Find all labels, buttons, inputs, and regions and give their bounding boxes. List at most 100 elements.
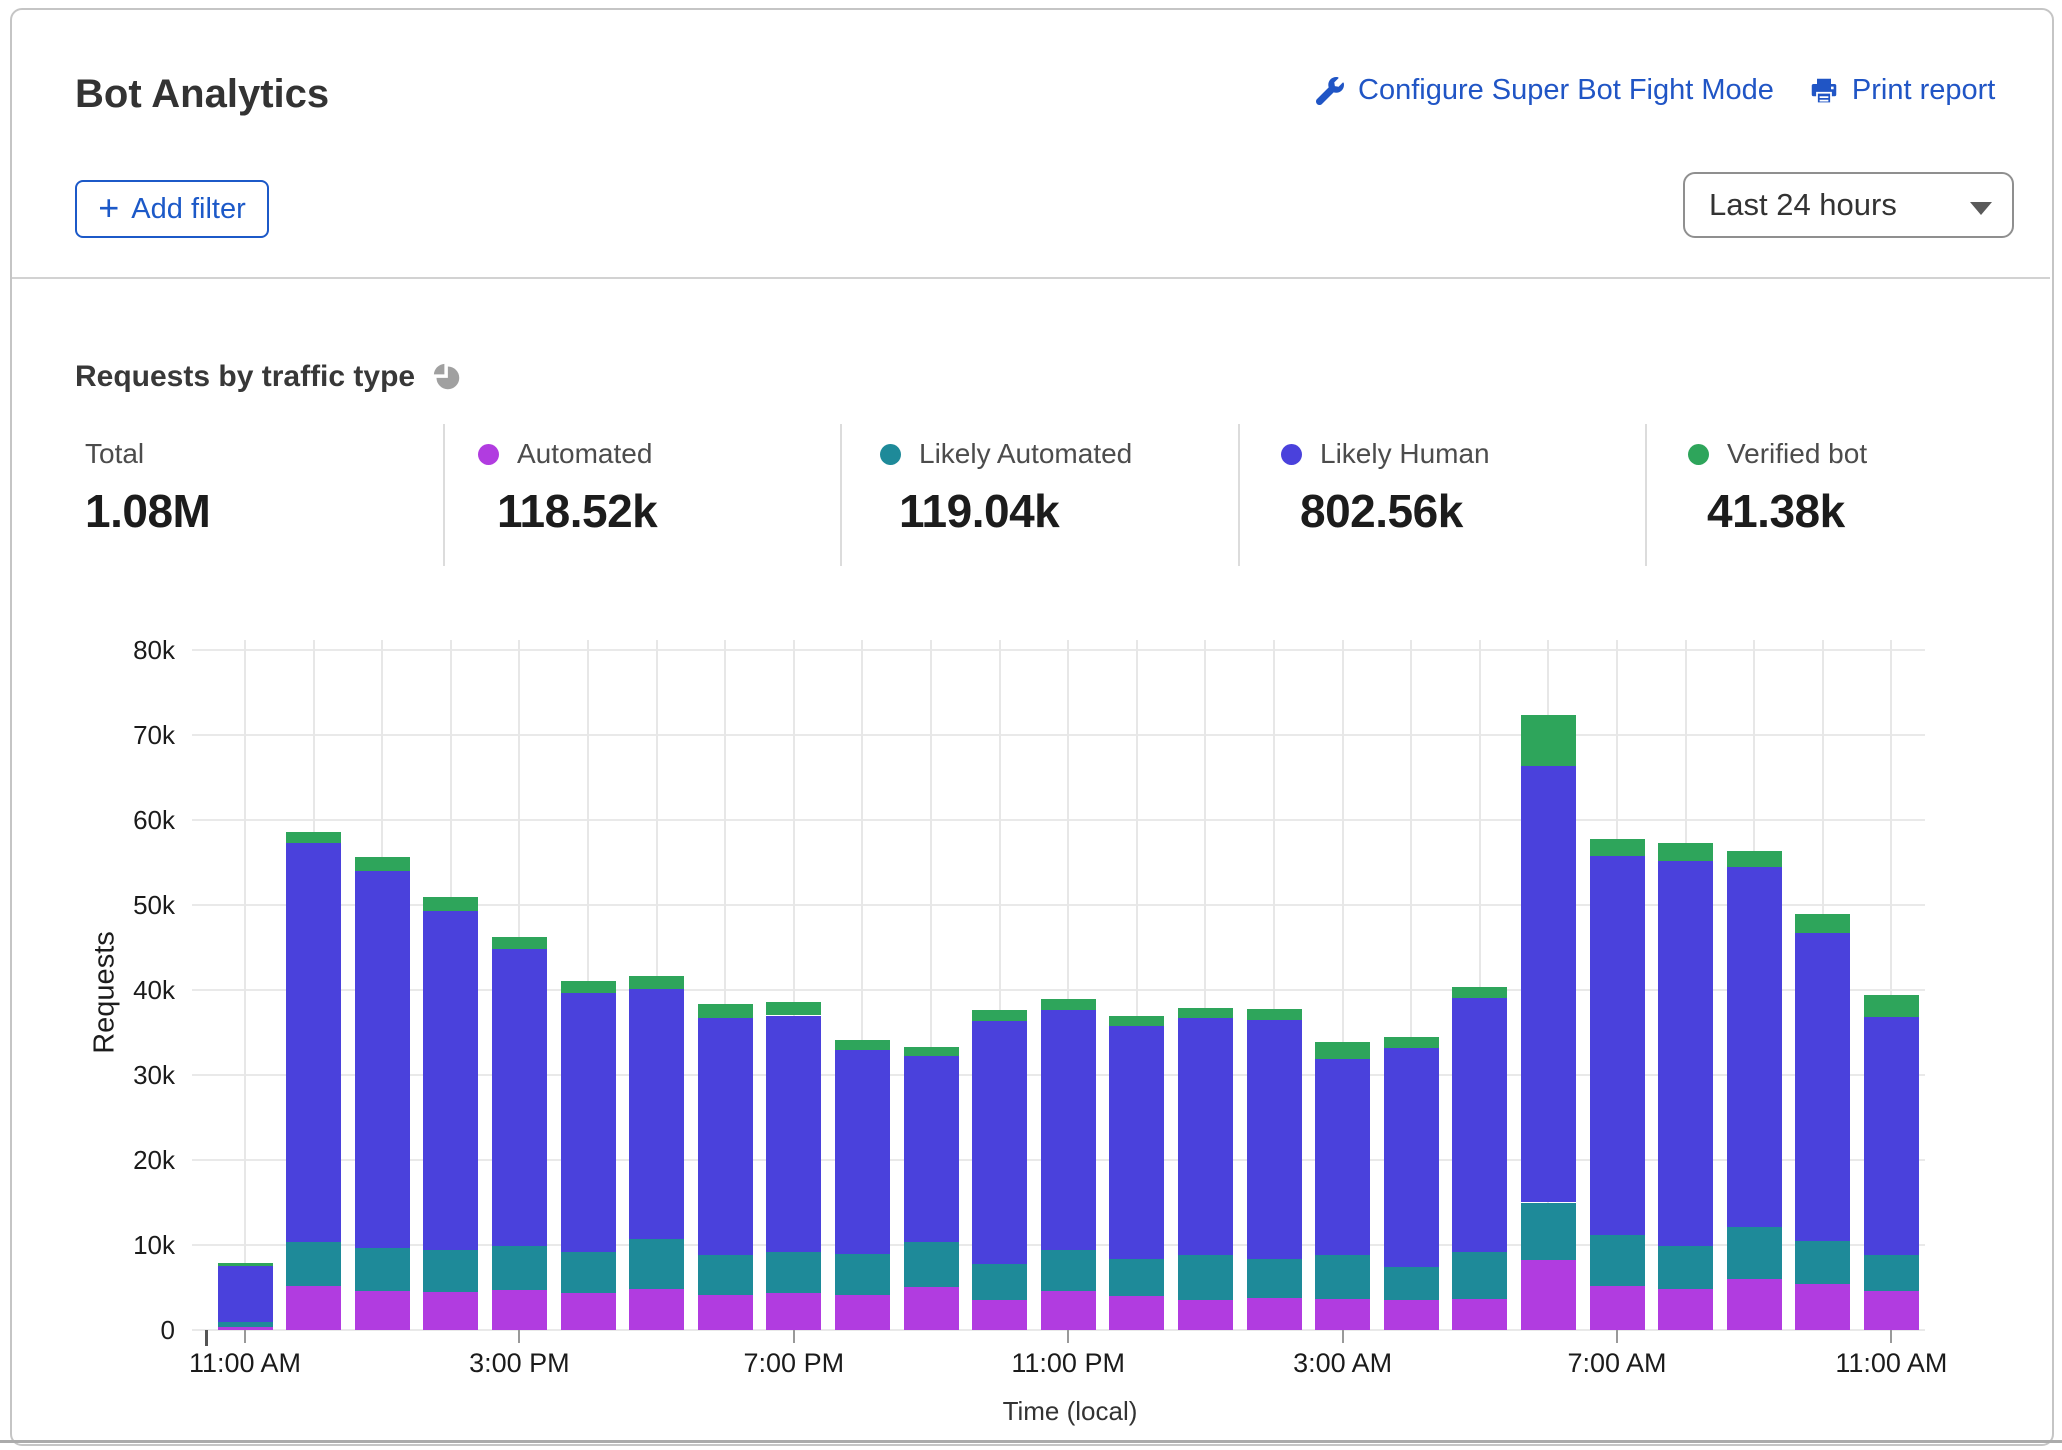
bar-600pm-likely-automated[interactable] [697,1255,753,1296]
bar-200pm-likely-human[interactable] [423,910,479,1251]
bar-700pm-likely-human[interactable] [766,1015,822,1252]
bar-500pm-verified-bot[interactable] [629,976,685,990]
bar-1100am-automated[interactable] [217,1326,273,1330]
bar-1000pm-likely-automated[interactable] [972,1263,1028,1301]
bar-600pm-likely-human[interactable] [697,1018,753,1256]
bar-600am-verified-bot[interactable] [1520,715,1576,766]
bar-1100am-verified-bot[interactable] [217,1262,273,1267]
bar-800pm-automated[interactable] [834,1295,890,1330]
bar-200pm-likely-automated[interactable] [423,1250,479,1292]
bar-700am-verified-bot[interactable] [1589,838,1645,856]
bar-1000am-automated[interactable] [1795,1284,1851,1330]
bar-500am-likely-automated[interactable] [1452,1251,1508,1299]
bar-500am-verified-bot[interactable] [1452,986,1508,998]
bar-1100am-likely-human[interactable] [217,1266,273,1322]
bar-1000pm-automated[interactable] [972,1300,1028,1330]
bar-700pm-verified-bot[interactable] [766,1001,822,1016]
bar-200pm-automated[interactable] [423,1291,479,1330]
bar-800am-likely-human[interactable] [1658,860,1714,1246]
bar-400am-automated[interactable] [1383,1300,1439,1330]
bar-1200pm-likely-human[interactable] [286,842,342,1242]
bar-100pm-likely-human[interactable] [354,871,410,1248]
bar-1000pm-likely-human[interactable] [972,1021,1028,1264]
print-report-link[interactable]: Print report [1810,74,1995,107]
bar-500am-likely-human[interactable] [1452,997,1508,1252]
bar-900am-likely-human[interactable] [1726,866,1782,1228]
bar-200pm-verified-bot[interactable] [423,896,479,911]
bar-200am-automated[interactable] [1246,1297,1302,1330]
bar-600am-likely-automated[interactable] [1520,1202,1576,1261]
bar-700am-likely-human[interactable] [1589,855,1645,1235]
bar-500pm-likely-human[interactable] [629,989,685,1240]
bar-100pm-verified-bot[interactable] [354,857,410,871]
bar-300pm-verified-bot[interactable] [491,937,547,950]
bar-600am-likely-human[interactable] [1520,765,1576,1203]
bar-400am-likely-human[interactable] [1383,1047,1439,1268]
bar-1100am-likely-automated[interactable] [217,1321,273,1327]
bar-800am-automated[interactable] [1658,1289,1714,1330]
bar-100pm-likely-automated[interactable] [354,1247,410,1291]
bar-300pm-likely-human[interactable] [491,949,547,1246]
bar-200am-likely-human[interactable] [1246,1019,1302,1260]
bar-500pm-likely-automated[interactable] [629,1239,685,1290]
configure-bot-fight-mode-link[interactable]: Configure Super Bot Fight Mode [1316,74,1774,107]
bar-100am-verified-bot[interactable] [1177,1007,1233,1019]
bar-300am-verified-bot[interactable] [1315,1041,1371,1059]
add-filter-button[interactable]: + Add filter [75,180,269,238]
bar-100am-likely-automated[interactable] [1177,1255,1233,1301]
bar-600pm-verified-bot[interactable] [697,1004,753,1019]
bar-600am-automated[interactable] [1520,1260,1576,1330]
bar-300am-likely-human[interactable] [1315,1058,1371,1256]
bar-500am-automated[interactable] [1452,1298,1508,1330]
bar-100am-likely-human[interactable] [1177,1018,1233,1256]
bar-1100am-likely-automated[interactable] [1863,1255,1919,1291]
bar-1200pm-verified-bot[interactable] [286,831,342,843]
bar-800pm-likely-automated[interactable] [834,1254,890,1296]
bar-900pm-likely-human[interactable] [903,1056,959,1242]
bar-1000am-likely-automated[interactable] [1795,1240,1851,1285]
bar-1100pm-automated[interactable] [1040,1290,1096,1330]
bar-800pm-likely-human[interactable] [834,1050,890,1255]
bar-100pm-automated[interactable] [354,1290,410,1330]
bar-300pm-likely-automated[interactable] [491,1245,547,1291]
bar-1100pm-likely-human[interactable] [1040,1009,1096,1251]
bar-900am-automated[interactable] [1726,1279,1782,1330]
bar-900am-verified-bot[interactable] [1726,850,1782,867]
bar-1000am-verified-bot[interactable] [1795,914,1851,934]
bar-1100am-likely-human[interactable] [1863,1017,1919,1256]
bar-400pm-likely-human[interactable] [560,992,616,1252]
bar-1100pm-verified-bot[interactable] [1040,998,1096,1010]
bar-400pm-likely-automated[interactable] [560,1251,616,1293]
bar-1100pm-likely-automated[interactable] [1040,1250,1096,1291]
bar-300am-likely-automated[interactable] [1315,1255,1371,1299]
bar-700pm-automated[interactable] [766,1292,822,1330]
bar-400am-verified-bot[interactable] [1383,1036,1439,1048]
bar-100am-automated[interactable] [1177,1300,1233,1330]
bar-900am-likely-automated[interactable] [1726,1227,1782,1279]
bar-900pm-verified-bot[interactable] [903,1046,959,1057]
bar-1200am-likely-human[interactable] [1109,1025,1165,1259]
bar-900pm-likely-automated[interactable] [903,1241,959,1287]
bar-500pm-automated[interactable] [629,1289,685,1330]
bar-1100am-automated[interactable] [1863,1290,1919,1330]
bar-700pm-likely-automated[interactable] [766,1251,822,1293]
bar-1200am-automated[interactable] [1109,1296,1165,1330]
bar-200am-likely-automated[interactable] [1246,1259,1302,1298]
bar-400pm-verified-bot[interactable] [560,980,616,993]
bar-1200pm-likely-automated[interactable] [286,1241,342,1286]
bar-900pm-automated[interactable] [903,1286,959,1330]
bar-300am-automated[interactable] [1315,1298,1371,1330]
bar-700am-automated[interactable] [1589,1285,1645,1330]
bar-700am-likely-automated[interactable] [1589,1234,1645,1286]
bar-200am-verified-bot[interactable] [1246,1008,1302,1020]
bar-300pm-automated[interactable] [491,1290,547,1330]
bar-600pm-automated[interactable] [697,1295,753,1330]
bar-800am-verified-bot[interactable] [1658,842,1714,861]
bar-1000pm-verified-bot[interactable] [972,1010,1028,1022]
time-range-select[interactable]: Last 24 hours [1683,172,2014,238]
bar-1200am-likely-automated[interactable] [1109,1258,1165,1296]
bar-1100am-verified-bot[interactable] [1863,995,1919,1018]
bar-800am-likely-automated[interactable] [1658,1245,1714,1290]
bar-400pm-automated[interactable] [560,1292,616,1330]
bar-1200pm-automated[interactable] [286,1285,342,1330]
